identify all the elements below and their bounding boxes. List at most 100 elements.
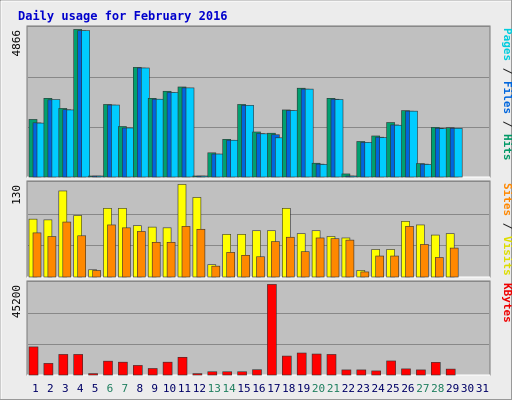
y-axis-title-part-4: Hits xyxy=(501,134,512,161)
x-tick-label: 18 xyxy=(282,382,295,395)
bar-sites-day-28 xyxy=(434,257,444,278)
bar-sites-day-26 xyxy=(405,226,414,278)
x-tick-label: 8 xyxy=(136,382,143,395)
bar-sites-day-2 xyxy=(47,236,57,278)
bar-sites-day-3 xyxy=(62,221,72,278)
y-axis-title-part-0: Sites xyxy=(501,183,512,216)
bar-sites-day-5 xyxy=(92,270,101,278)
bar-sites-day-1 xyxy=(32,232,42,278)
x-tick-label: 14 xyxy=(223,382,237,395)
bar-kbytes-day-22 xyxy=(341,369,352,376)
bar-sites-day-21 xyxy=(330,238,340,278)
bar-kbytes-day-29 xyxy=(445,368,456,376)
y-axis-title: Pages / Files / Hits xyxy=(501,28,512,161)
bar-kbytes-day-2 xyxy=(43,363,54,376)
bar-kbytes-day-28 xyxy=(430,362,441,376)
bar-kbytes-day-21 xyxy=(326,354,337,376)
bar-kbytes-day-5 xyxy=(88,373,98,376)
x-tick-label: 29 xyxy=(446,382,459,395)
x-tick-label: 9 xyxy=(151,382,158,395)
x-tick-label: 15 xyxy=(237,382,250,395)
x-tick-label: 7 xyxy=(122,382,129,395)
bar-sites-day-4 xyxy=(77,235,86,278)
y-axis-title-part-1: / xyxy=(501,216,512,236)
y-axis-title-part-0: Pages xyxy=(501,28,512,61)
bar-kbytes-day-27 xyxy=(416,369,426,376)
x-tick-label: 20 xyxy=(312,382,325,395)
bar-kbytes-day-19 xyxy=(296,352,307,376)
bar-kbytes-day-12 xyxy=(192,373,203,376)
bar-pages-day-29 xyxy=(453,128,463,178)
y-axis-max-label: 130 xyxy=(10,185,23,205)
bar-kbytes-day-7 xyxy=(118,361,128,376)
x-tick-label: 19 xyxy=(297,382,310,395)
bar-pages-day-26 xyxy=(409,110,418,178)
x-tick-label: 12 xyxy=(193,382,206,395)
bar-sites-day-23 xyxy=(360,271,370,278)
bar-sites-day-16 xyxy=(256,256,265,278)
x-tick-label: 11 xyxy=(178,382,191,395)
x-tick-label: 26 xyxy=(401,382,414,395)
y-axis-title-part-0: KBytes xyxy=(501,283,512,323)
bar-kbytes-day-24 xyxy=(371,370,382,376)
bar-sites-day-24 xyxy=(375,255,385,278)
bar-kbytes-day-15 xyxy=(237,371,247,376)
y-axis-title: KBytes xyxy=(501,283,512,323)
x-tick-label: 5 xyxy=(92,382,99,395)
bar-kbytes-day-10 xyxy=(162,361,173,376)
bar-sites-day-9 xyxy=(151,241,161,278)
bar-sites-day-15 xyxy=(241,255,250,278)
bar-sites-day-18 xyxy=(285,236,295,278)
bar-sites-day-11 xyxy=(181,226,191,278)
bar-kbytes-day-6 xyxy=(103,360,113,376)
bar-sites-day-19 xyxy=(300,251,310,278)
y-axis-title: Sites / Visits xyxy=(501,183,512,276)
bar-kbytes-day-9 xyxy=(147,368,158,376)
bar-sites-day-12 xyxy=(196,228,206,278)
bar-sites-day-29 xyxy=(449,247,459,278)
bar-kbytes-day-14 xyxy=(222,371,232,376)
bar-sites-day-17 xyxy=(271,241,280,278)
chart-title: Daily usage for February 2016 xyxy=(18,9,228,23)
bar-kbytes-day-16 xyxy=(252,369,262,376)
x-tick-label: 1 xyxy=(32,382,39,395)
x-tick-label: 25 xyxy=(386,382,399,395)
bar-kbytes-day-3 xyxy=(58,354,69,376)
bar-kbytes-day-4 xyxy=(73,354,83,376)
bar-kbytes-day-18 xyxy=(281,355,292,376)
bar-kbytes-day-25 xyxy=(386,360,396,376)
plot-area xyxy=(26,280,491,376)
bar-pages-day-21 xyxy=(334,99,344,178)
bar-kbytes-day-17 xyxy=(267,284,277,376)
y-axis-title-part-3: / xyxy=(501,114,512,134)
bar-pages-day-11 xyxy=(185,87,195,178)
y-axis-title-part-2: Visits xyxy=(501,236,512,276)
bar-sites-day-27 xyxy=(420,244,429,278)
bar-kbytes-day-23 xyxy=(356,369,367,376)
x-tick-label: 21 xyxy=(327,382,340,395)
x-tick-label: 27 xyxy=(416,382,429,395)
bar-kbytes-day-13 xyxy=(207,371,218,376)
bar-kbytes-day-26 xyxy=(401,368,411,376)
x-tick-label: 28 xyxy=(431,382,444,395)
x-tick-label: 22 xyxy=(342,382,355,395)
y-axis-title-part-2: Files xyxy=(501,81,512,114)
bar-sites-day-20 xyxy=(315,237,325,278)
bar-kbytes-day-8 xyxy=(133,365,143,376)
x-tick-label: 24 xyxy=(372,382,386,395)
x-tick-label: 17 xyxy=(267,382,280,395)
bar-sites-day-13 xyxy=(211,265,221,278)
bar-pages-day-19 xyxy=(304,88,314,178)
y-axis-max-label: 45200 xyxy=(10,285,23,318)
bar-kbytes-day-20 xyxy=(311,353,322,376)
bar-sites-day-7 xyxy=(122,227,131,278)
y-axis-max-label: 4866 xyxy=(10,30,23,57)
x-tick-label: 30 xyxy=(461,382,474,395)
x-tick-label: 2 xyxy=(47,382,54,395)
bar-pages-day-4 xyxy=(81,30,90,178)
x-tick-label: 6 xyxy=(107,382,114,395)
y-axis-title-part-1: / xyxy=(501,61,512,81)
bar-sites-day-25 xyxy=(390,255,399,278)
x-tick-label: 4 xyxy=(77,382,84,395)
